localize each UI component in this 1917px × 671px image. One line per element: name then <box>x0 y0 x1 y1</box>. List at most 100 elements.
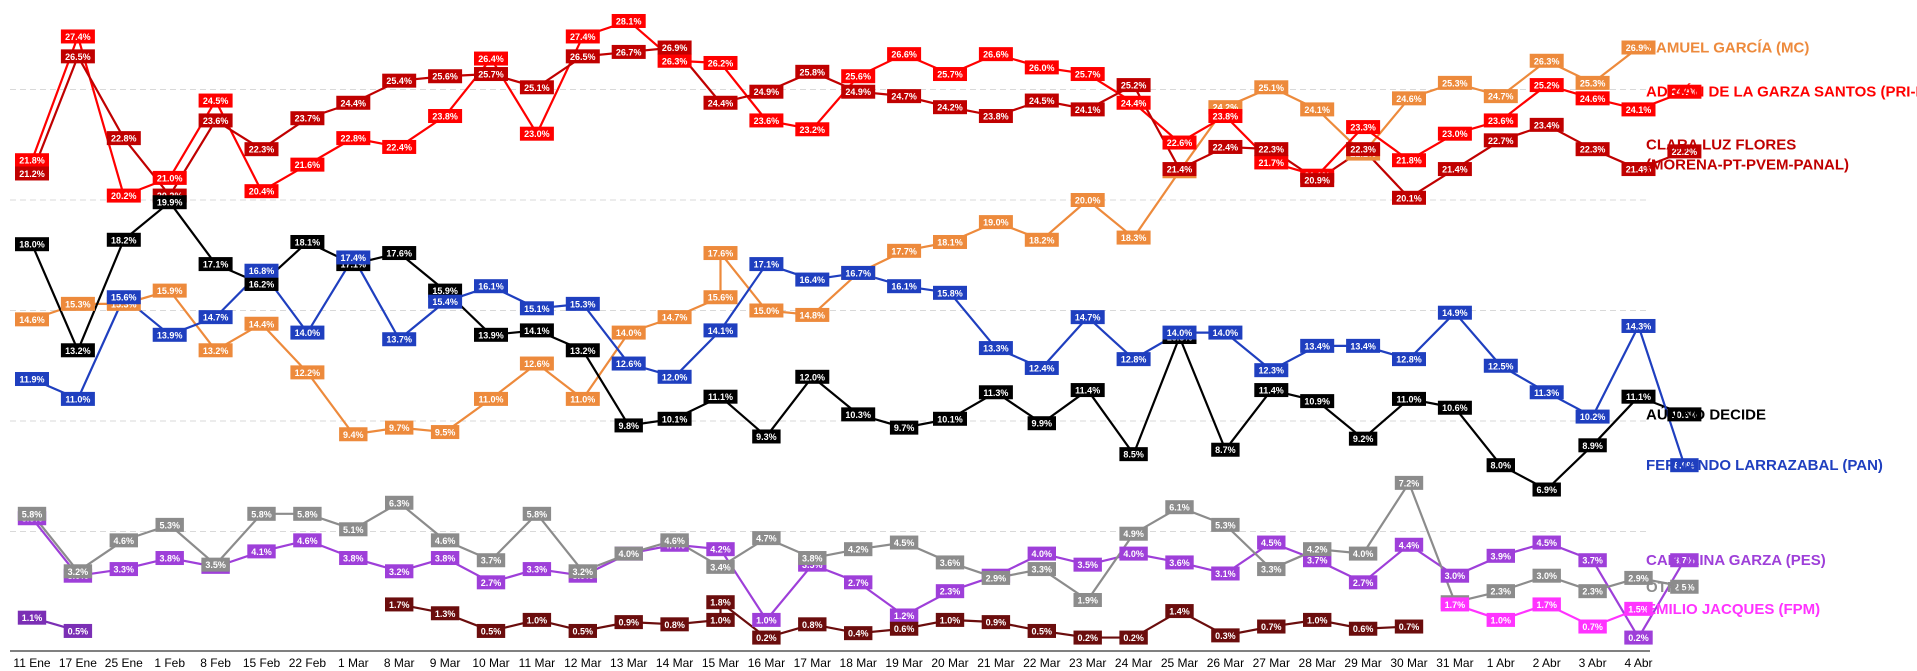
data-label: 3.5% <box>205 560 226 570</box>
x-tick-label: 4 Abr <box>1624 656 1652 670</box>
data-label: 4.6% <box>435 536 456 546</box>
data-label: 4.0% <box>1353 549 1374 559</box>
data-point <box>1437 162 1472 177</box>
x-tick-label: 28 Mar <box>1299 656 1336 670</box>
data-point <box>706 542 735 557</box>
x-tick-label: 12 Mar <box>564 656 601 670</box>
data-label: 15.6% <box>708 293 734 303</box>
data-label: 13.4% <box>1304 341 1330 351</box>
data-point <box>841 407 876 422</box>
data-label: 1.0% <box>1307 615 1328 625</box>
data-point <box>428 283 463 298</box>
data-label: 15.8% <box>937 288 963 298</box>
data-label: 25.1% <box>1259 83 1285 93</box>
data-point <box>1303 612 1332 627</box>
data-point <box>565 296 600 311</box>
data-point <box>1486 584 1515 599</box>
data-label: 21.4% <box>1442 165 1468 175</box>
data-label: 16.2% <box>249 279 275 289</box>
data-point <box>1670 553 1699 568</box>
data-point <box>1257 562 1286 577</box>
data-point <box>1073 557 1102 572</box>
data-label: 24.9% <box>1672 87 1698 97</box>
data-point <box>519 323 554 338</box>
data-point <box>752 630 781 645</box>
data-label: 17.1% <box>341 260 367 270</box>
data-point <box>1575 91 1610 106</box>
series-line <box>30 19 1685 197</box>
data-label: 18.3% <box>1121 233 1147 243</box>
data-point <box>657 310 692 325</box>
data-label: 17.1% <box>203 260 229 270</box>
data-point <box>15 166 49 181</box>
data-point <box>244 316 279 331</box>
x-tick-label: 24 Mar <box>1115 656 1152 670</box>
data-label: 14.7% <box>662 313 688 323</box>
data-label: 20.2% <box>111 191 137 201</box>
data-label: 15.3% <box>65 299 91 309</box>
data-label: 0.2% <box>756 633 777 643</box>
data-label: 5.8% <box>527 509 548 519</box>
data-label: 23.8% <box>1213 112 1239 122</box>
data-label: 3.7% <box>1307 556 1328 566</box>
data-label: 15.9% <box>432 286 458 296</box>
data-label: 8.0% <box>1674 461 1695 471</box>
data-label: 24.4% <box>708 98 734 108</box>
data-point <box>935 612 965 627</box>
legend: SAMUEL GARCÍA (MC) ADRIÁN DE LA GARZA SAN… <box>1646 40 1917 618</box>
data-point <box>1070 102 1105 117</box>
data-label: 26.4% <box>478 54 504 64</box>
data-label: 14.0% <box>1167 328 1193 338</box>
data-label: 0.2% <box>1123 633 1144 643</box>
data-label: 4.0% <box>1032 549 1053 559</box>
data-point <box>887 243 922 258</box>
data-label: 0.8% <box>664 620 685 630</box>
data-point <box>1162 325 1197 340</box>
data-label: 15.6% <box>111 293 137 303</box>
data-label: 2.5% <box>1674 582 1695 592</box>
data-label: 25.7% <box>937 70 963 80</box>
data-label: 9.3% <box>756 432 777 442</box>
data-point <box>382 73 417 88</box>
data-label: 24.4% <box>1121 98 1147 108</box>
x-tick-label: 10 Mar <box>472 656 509 670</box>
data-point <box>1483 133 1518 148</box>
data-label: 4.2% <box>1307 545 1328 555</box>
data-point <box>887 89 922 104</box>
data-label: 26.0% <box>1029 63 1055 73</box>
data-label: 0.6% <box>1353 624 1374 634</box>
data-label: 3.0% <box>1536 571 1557 581</box>
data-point <box>106 188 141 203</box>
data-label: 14.4% <box>249 319 275 329</box>
data-point <box>844 575 873 590</box>
data-label: 14.7% <box>203 313 229 323</box>
data-point <box>293 506 322 521</box>
data-point <box>1578 619 1607 634</box>
data-point <box>152 283 187 298</box>
data-label: 24.2% <box>1213 103 1239 113</box>
data-label: 14.0% <box>1213 328 1239 338</box>
data-label: 12.6% <box>524 359 550 369</box>
data-point <box>933 67 967 82</box>
data-label: 15.1% <box>524 304 550 314</box>
data-point <box>657 53 692 68</box>
data-label: 0.5% <box>573 626 594 636</box>
data-label: 4.6% <box>297 536 318 546</box>
data-point <box>657 40 692 55</box>
data-point <box>382 332 417 347</box>
data-label: 0.7% <box>1582 622 1603 632</box>
data-point <box>428 294 463 309</box>
data-label: 11.1% <box>1626 392 1651 402</box>
data-point <box>611 325 646 340</box>
data-point <box>17 610 47 625</box>
data-point <box>17 506 47 521</box>
data-point <box>1437 305 1472 320</box>
data-label: 25.7% <box>1075 70 1101 80</box>
data-label: 24.1% <box>1304 105 1330 115</box>
data-point <box>106 131 141 146</box>
data-point <box>981 615 1011 630</box>
data-label: 0.3% <box>1215 631 1236 641</box>
data-point <box>795 307 830 322</box>
data-point <box>1394 475 1424 490</box>
data-point <box>1532 597 1561 612</box>
